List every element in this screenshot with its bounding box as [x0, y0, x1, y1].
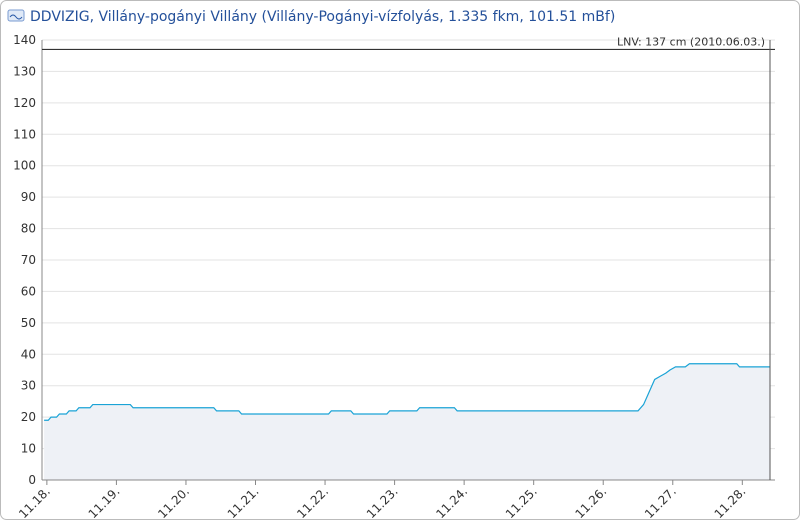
chart-title: DDVIZIG, Villány-pogányi Villány (Villán… — [30, 9, 615, 25]
y-tick-label: 40 — [21, 347, 36, 361]
y-tick-label: 120 — [13, 96, 36, 110]
y-tick-label: 10 — [21, 442, 36, 456]
line — [44, 363, 771, 421]
y-tick-label: 70 — [21, 253, 36, 267]
threshold-label: LNV: 137 cm (2010.06.03.) — [617, 35, 765, 48]
logo — [7, 9, 25, 22]
area — [44, 363, 771, 480]
y-tick-label: 110 — [13, 127, 36, 141]
y-tick-label: 90 — [21, 190, 36, 204]
y-tick-label: 30 — [21, 379, 36, 393]
y-tick-label: 0 — [28, 473, 36, 487]
y-tick-label: 100 — [13, 159, 36, 173]
y-tick-label: 130 — [13, 64, 36, 78]
y-tick-label: 140 — [13, 33, 36, 47]
y-tick-label: 80 — [21, 222, 36, 236]
y-tick-label: 20 — [21, 410, 36, 424]
plot-area: 010203040506070809010011012013014011.18.… — [13, 33, 775, 520]
y-tick-label: 50 — [21, 316, 36, 330]
y-tick-label: 60 — [21, 284, 36, 298]
